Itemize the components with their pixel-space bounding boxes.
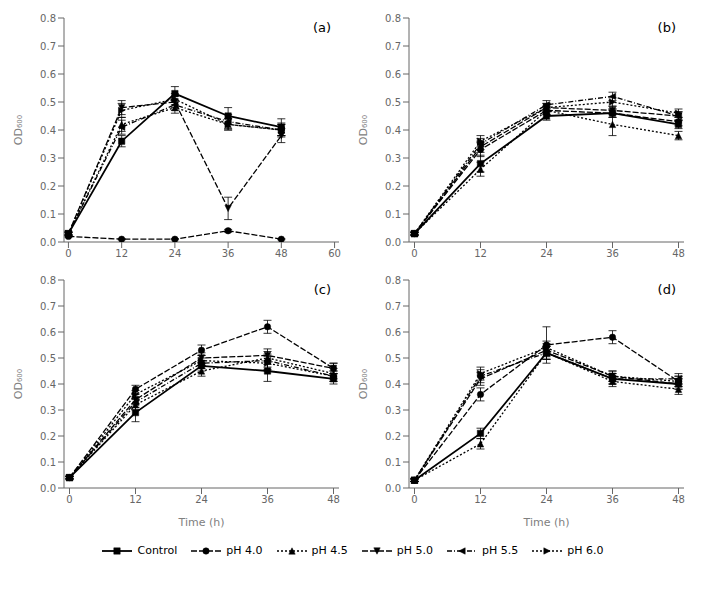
svg-text:0.5: 0.5 [40,97,56,108]
html-text:(d): (d) [657,282,676,297]
svg-text:0.7: 0.7 [40,301,56,312]
svg-text:24: 24 [540,248,553,259]
svg-text:0: 0 [411,494,417,505]
html-text:(b): (b) [657,20,676,35]
svg-text:0: 0 [66,494,72,505]
svg-text:0.0: 0.0 [385,483,401,494]
svg-text:0: 0 [65,248,71,259]
svg-text:OD₆₀₀: OD₆₀₀ [12,114,25,145]
svg-text:0.3: 0.3 [385,405,401,416]
svg-text:OD₆₀₀: OD₆₀₀ [357,368,370,399]
svg-text:0.0: 0.0 [40,483,56,494]
svg-text:OD₆₀₀: OD₆₀₀ [357,114,370,145]
svg-text:0.1: 0.1 [40,209,56,220]
svg-text:0.0: 0.0 [40,237,56,248]
svg-text:0.6: 0.6 [385,69,401,80]
svg-text:0.8: 0.8 [385,13,401,24]
svg-text:Time (h): Time (h) [178,516,225,529]
svg-text:0.1: 0.1 [40,457,56,468]
svg-text:Time (h): Time (h) [523,516,570,529]
svg-text:0.3: 0.3 [40,153,56,164]
html-text:(a): (a) [312,20,331,35]
svg-text:60: 60 [328,248,341,259]
svg-text:0.3: 0.3 [385,153,401,164]
html-text:pH 4.5: pH 4.5 [311,544,348,557]
svg-text:12: 12 [474,248,487,259]
svg-text:0.5: 0.5 [385,97,401,108]
svg-text:48: 48 [327,494,340,505]
svg-text:36: 36 [261,494,274,505]
svg-text:48: 48 [672,494,685,505]
html-text:Control: Control [137,544,178,557]
svg-text:36: 36 [222,248,235,259]
svg-text:0.5: 0.5 [40,353,56,364]
svg-text:0.6: 0.6 [40,327,56,338]
svg-text:0: 0 [411,248,417,259]
html-text:pH 5.0: pH 5.0 [396,544,433,557]
svg-text:36: 36 [606,248,619,259]
svg-text:0.6: 0.6 [385,327,401,338]
svg-text:12: 12 [129,494,142,505]
svg-text:48: 48 [275,248,288,259]
svg-text:12: 12 [474,494,487,505]
svg-text:0.4: 0.4 [385,379,401,390]
svg-text:0.7: 0.7 [385,41,401,52]
svg-text:0.1: 0.1 [385,209,401,220]
svg-text:0.2: 0.2 [40,181,56,192]
svg-text:48: 48 [672,248,685,259]
svg-text:0.5: 0.5 [385,353,401,364]
svg-text:12: 12 [115,248,128,259]
html-text:pH 4.0: pH 4.0 [226,544,263,557]
svg-text:24: 24 [169,248,182,259]
html-text:pH 5.5: pH 5.5 [482,544,519,557]
svg-text:0.0: 0.0 [385,237,401,248]
svg-text:0.7: 0.7 [40,41,56,52]
svg-text:24: 24 [540,494,553,505]
svg-text:36: 36 [606,494,619,505]
svg-text:0.7: 0.7 [385,301,401,312]
svg-text:0.3: 0.3 [40,405,56,416]
svg-text:0.2: 0.2 [40,431,56,442]
svg-text:OD₆₀₀: OD₆₀₀ [12,368,25,399]
svg-text:0.4: 0.4 [40,379,56,390]
svg-text:0.8: 0.8 [40,275,56,286]
html-text:pH 6.0: pH 6.0 [567,544,604,557]
svg-text:0.6: 0.6 [40,69,56,80]
svg-text:0.4: 0.4 [385,125,401,136]
svg-text:0.8: 0.8 [40,13,56,24]
svg-text:0.4: 0.4 [40,125,56,136]
svg-text:0.2: 0.2 [385,181,401,192]
svg-text:0.1: 0.1 [385,457,401,468]
html-text:(c): (c) [313,282,331,297]
svg-text:0.8: 0.8 [385,275,401,286]
svg-text:0.2: 0.2 [385,431,401,442]
svg-text:24: 24 [195,494,208,505]
